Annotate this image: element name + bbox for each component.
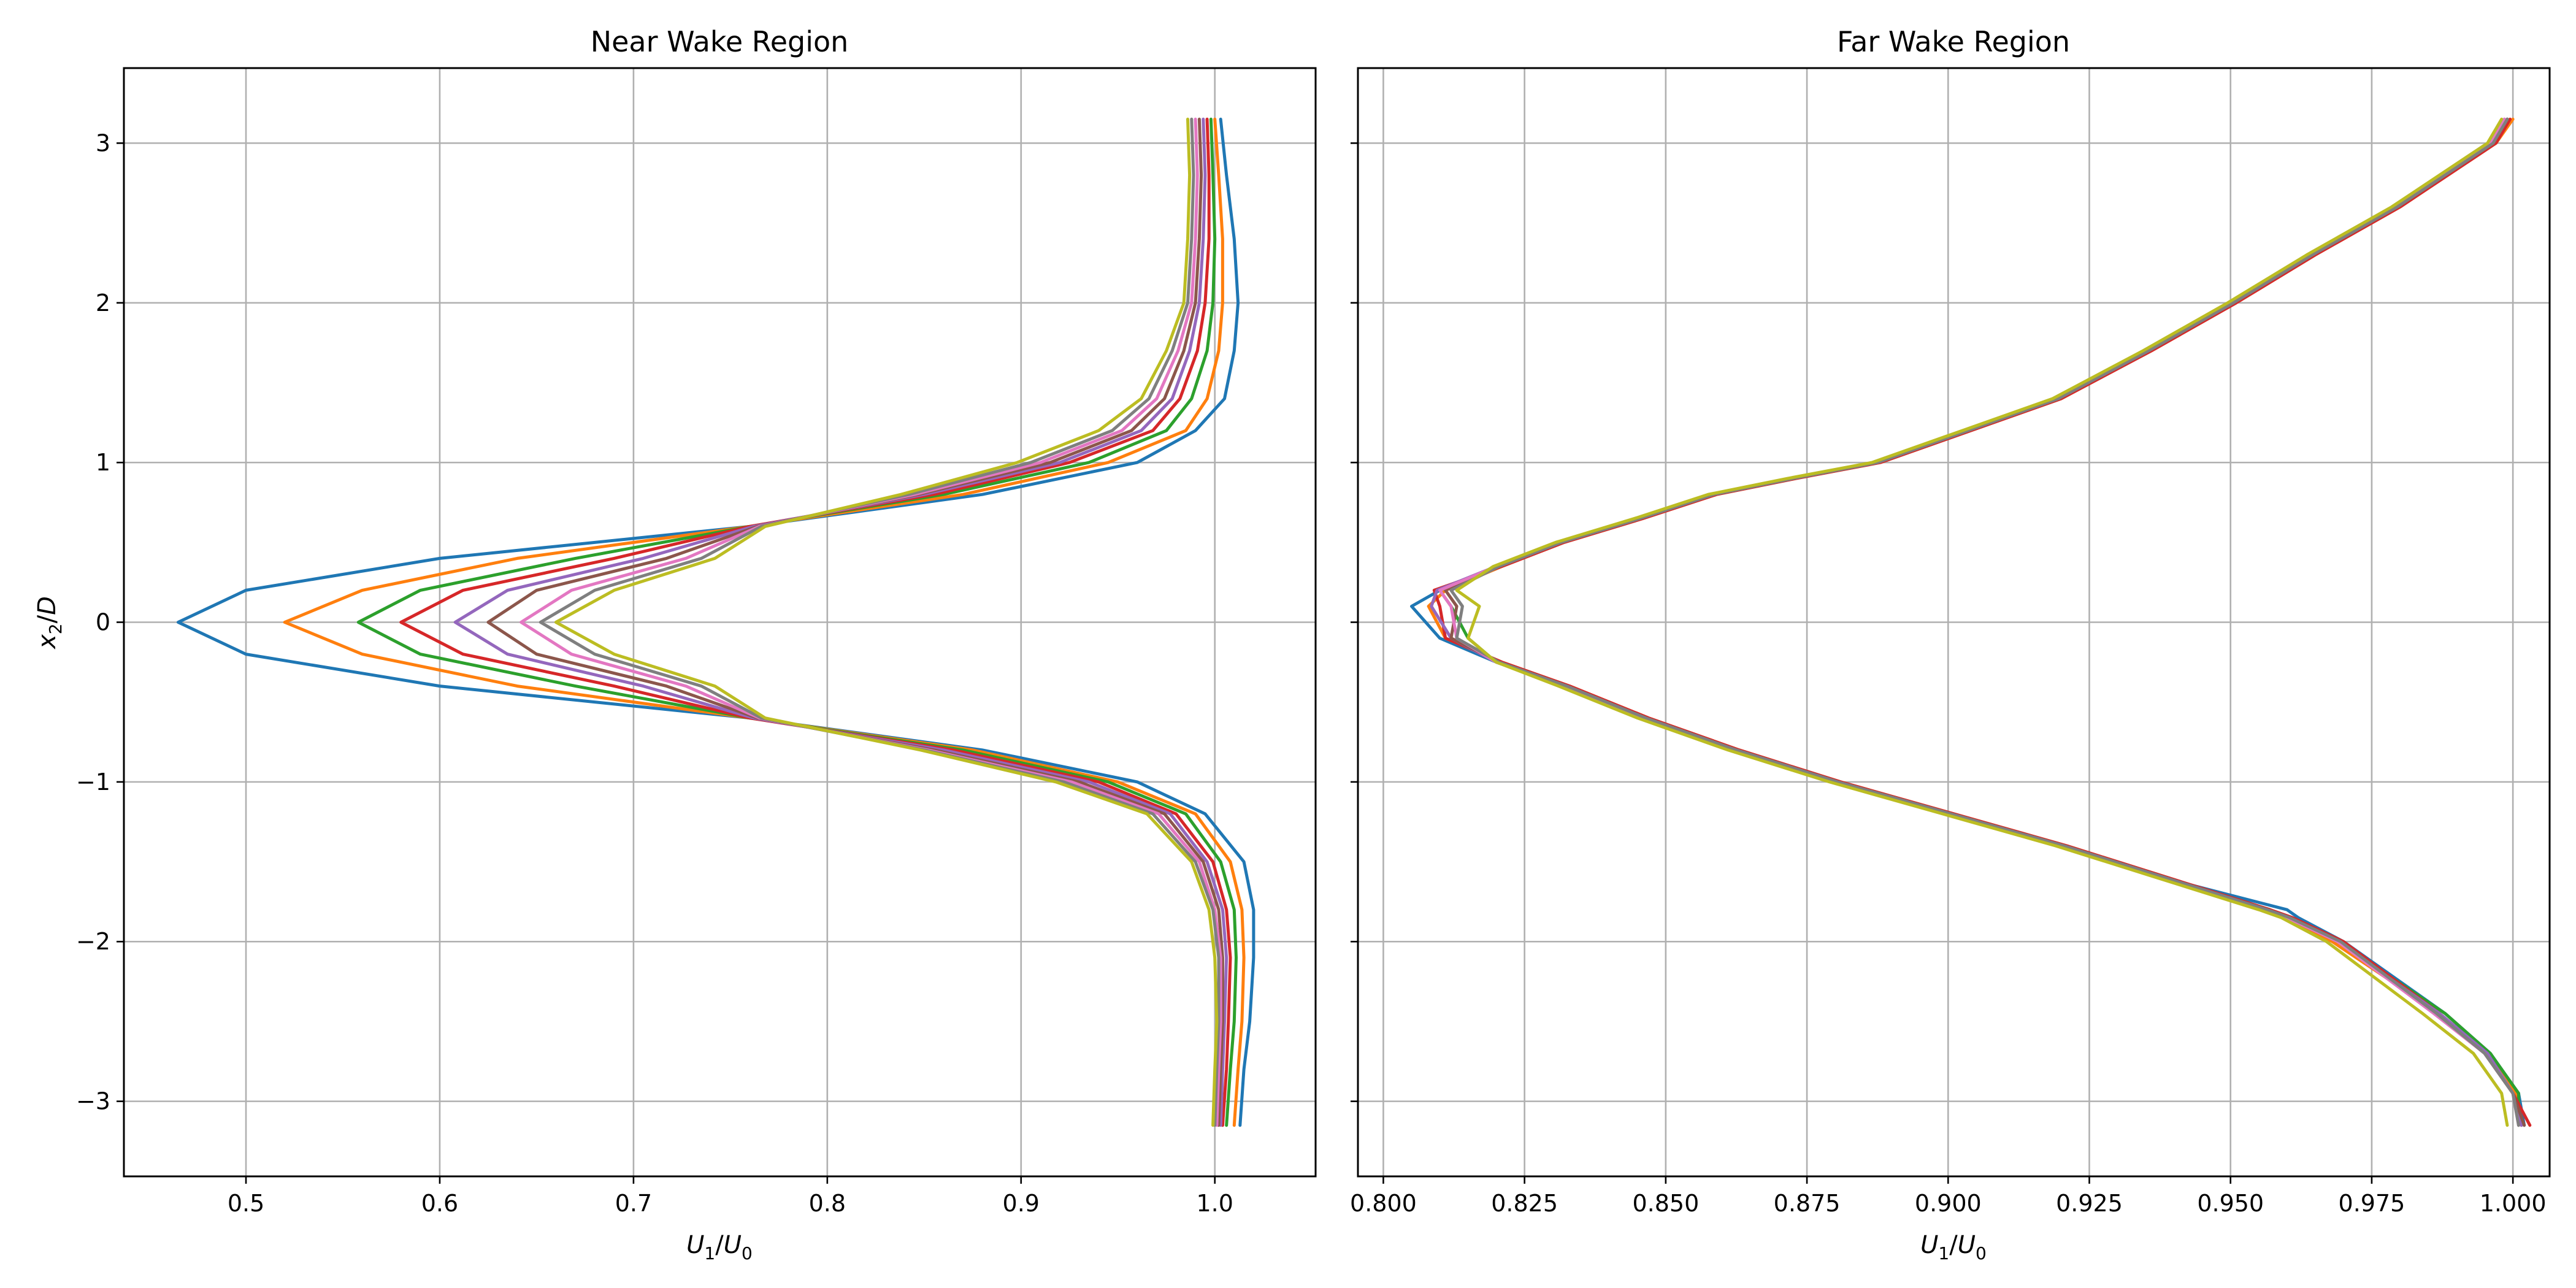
far-wake-series-line-9 <box>1455 117 2509 1127</box>
near-wake-x-tick-label: 0.7 <box>615 1190 652 1217</box>
near-wake-title: Near Wake Region <box>591 25 849 58</box>
near-wake-y-tick-label: 3 <box>96 129 110 156</box>
near-wake-panel: 0.5 0.6 0.7 0.8 0.9 1.0 3 2 1 0 −1 −2 −3 Near Wake R… <box>33 25 1317 1263</box>
near-wake-series-line-6 <box>486 117 1224 1127</box>
near-wake-y-tick-label: 2 <box>96 289 110 316</box>
far-wake-plot-frame <box>1357 67 2551 1178</box>
near-wake-x-axis-label: U1/U0 <box>686 1231 753 1263</box>
near-wake-series-line-1 <box>177 117 1255 1127</box>
near-wake-x-tick-label: 0.9 <box>1003 1190 1040 1217</box>
near-wake-series-line-5 <box>453 117 1229 1127</box>
near-wake-y-tick-label: 0 <box>96 609 110 636</box>
near-wake-y-tick-label: −2 <box>76 928 110 955</box>
near-wake-y-tick-label: 1 <box>96 449 110 476</box>
far-wake-x-tick-label: 1.000 <box>2480 1190 2547 1217</box>
far-wake-panel: 0.800 0.825 0.850 0.875 0.900 0.925 0.950 0.975… <box>1350 25 2551 1263</box>
near-wake-series-line-2 <box>283 117 1246 1127</box>
near-wake-x-tick-label: 0.5 <box>228 1190 264 1217</box>
far-wake-x-tick-label: 0.850 <box>1632 1190 1699 1217</box>
far-wake-x-tick-label: 0.900 <box>1915 1190 1982 1217</box>
far-wake-title: Far Wake Region <box>1837 25 2070 58</box>
near-wake-y-axis-label: x2/D <box>33 596 66 650</box>
far-wake-x-tick-label: 0.875 <box>1774 1190 1841 1217</box>
far-wake-x-tick-label: 0.950 <box>2197 1190 2264 1217</box>
near-wake-series-line-7 <box>519 117 1222 1127</box>
far-wake-series-line-8 <box>1449 117 2520 1127</box>
near-wake-series-line-4 <box>399 117 1232 1127</box>
far-wake-x-tick-label: 0.975 <box>2339 1190 2405 1217</box>
near-wake-plot-frame <box>123 67 1317 1178</box>
near-wake-series-line-8 <box>539 117 1221 1127</box>
far-wake-x-tick-label: 0.925 <box>2056 1190 2123 1217</box>
near-wake-x-tick-label: 0.8 <box>809 1190 846 1217</box>
far-wake-x-axis-label: U1/U0 <box>1920 1231 1987 1263</box>
near-wake-series-line-9 <box>554 117 1219 1127</box>
near-wake-x-tick-label: 0.6 <box>421 1190 458 1217</box>
near-wake-x-tick-label: 1.0 <box>1196 1190 1233 1217</box>
near-wake-series-line-3 <box>356 117 1238 1127</box>
near-wake-y-tick-label: −3 <box>76 1088 110 1115</box>
far-wake-x-tick-label: 0.800 <box>1350 1190 1417 1217</box>
far-wake-x-tick-label: 0.825 <box>1491 1190 1558 1217</box>
near-wake-y-tick-label: −1 <box>76 769 110 795</box>
